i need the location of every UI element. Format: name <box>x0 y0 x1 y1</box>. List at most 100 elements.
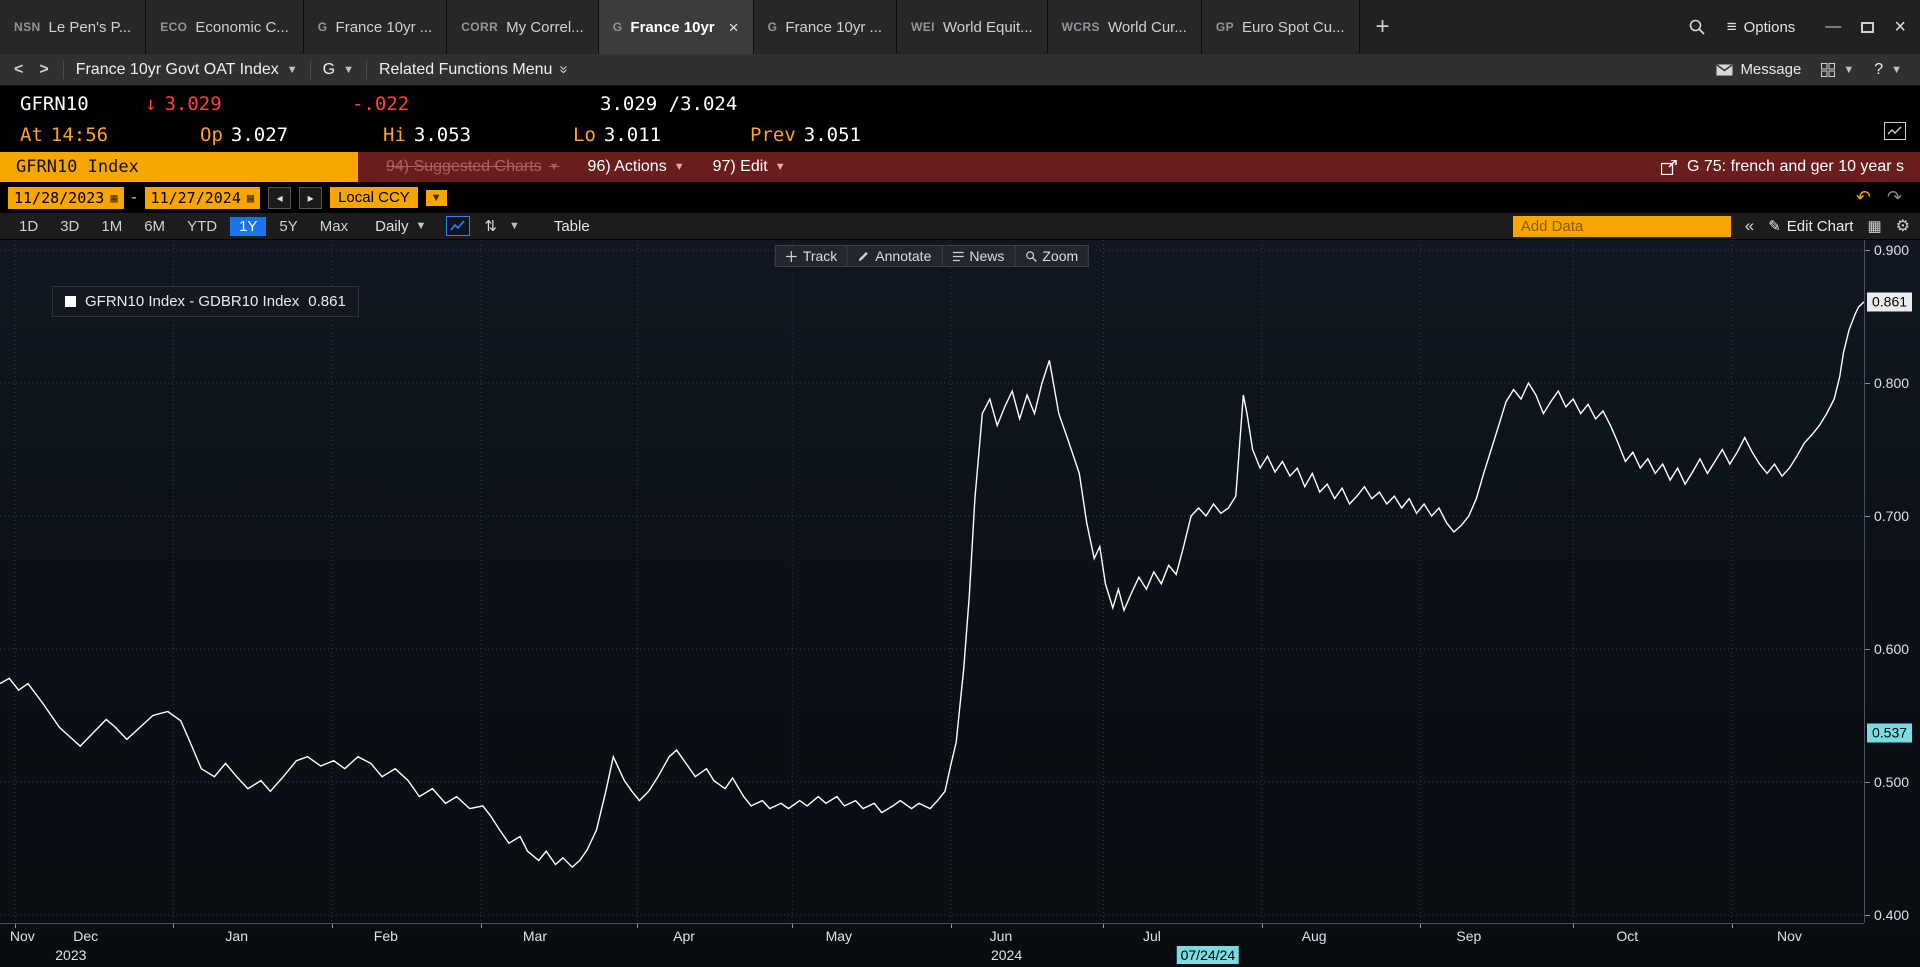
y-axis-tick <box>1865 250 1870 251</box>
net-change: -.022 <box>352 93 410 115</box>
x-axis[interactable]: Nov Dec Jan Feb Mar Apr May Jun Jul Aug Sep Oct Nov 2… <box>0 923 1864 967</box>
tab-france-10yr-1[interactable]: G France 10yr ... <box>303 0 448 54</box>
period-max[interactable]: Max <box>319 217 349 235</box>
calendar-icon[interactable]: ▦ <box>246 190 255 205</box>
tab-le-pens-news[interactable]: NSN Le Pen's P... <box>0 0 147 54</box>
crosshair-date-badge: 07/24/24 <box>1176 946 1240 964</box>
suggested-charts-menu[interactable]: 94) Suggested Charts ▼ <box>386 158 560 176</box>
launch-icon[interactable] <box>1660 159 1678 175</box>
series-label: GFRN10 Index - GDBR10 Index <box>85 293 300 310</box>
tab-france-10yr-2[interactable]: G France 10yr ... <box>753 0 898 54</box>
tab-my-correlations[interactable]: CORR My Correl... <box>447 0 599 54</box>
back-arrow-button[interactable]: < <box>14 60 24 78</box>
shift-range-forward-button[interactable]: ▸ <box>299 186 323 209</box>
maximize-button[interactable] <box>1861 21 1875 33</box>
y-axis-tick <box>1865 383 1870 384</box>
actions-menu[interactable]: 96) Actions ▼ <box>588 158 685 176</box>
quote-montage-icon[interactable] <box>1884 122 1906 144</box>
separator <box>62 60 64 79</box>
tab-economic-calendar[interactable]: ECO Economic C... <box>146 0 304 54</box>
table-button[interactable]: Table <box>553 217 590 235</box>
annotate-button[interactable]: Annotate <box>848 245 943 267</box>
tab-world-equity[interactable]: WEI World Equit... <box>897 0 1048 54</box>
tab-label: My Correl... <box>506 18 584 36</box>
chevron-down-icon: ▼ <box>673 161 685 173</box>
y-axis[interactable]: 0.900 0.800 0.700 0.600 0.500 0.400 0.861 0.537 <box>1864 240 1920 923</box>
annotate-label: Annotate <box>875 248 932 264</box>
axis-settings-icon[interactable]: ⇅ <box>484 218 497 235</box>
frequency-dropdown[interactable]: Daily ▼ <box>375 218 426 235</box>
period-5y[interactable]: 5Y <box>279 217 298 235</box>
new-tab-button[interactable]: + <box>1360 0 1406 54</box>
panel-icon[interactable]: ▦ <box>1867 218 1882 235</box>
end-date-input[interactable]: 11/27/2024 ▦ <box>144 186 261 209</box>
x-axis-tick <box>792 924 794 928</box>
chart-area: GFRN10 Index - GDBR10 Index 0.861 Track … <box>0 240 1920 967</box>
x-axis-tick <box>950 924 952 928</box>
down-arrow-icon: ↓ <box>145 93 157 115</box>
settings-gear-icon[interactable]: ⚙ <box>1895 218 1910 235</box>
security-title: France 10yr Govt OAT Index <box>75 60 279 78</box>
search-icon[interactable] <box>1689 19 1705 35</box>
security-dropdown[interactable]: France 10yr Govt OAT Index ▼ <box>76 61 298 79</box>
prev-group: Prev 3.051 <box>750 124 861 146</box>
y-axis-tick <box>1865 782 1870 783</box>
redo-icon[interactable]: ↷ <box>1886 187 1902 207</box>
chevron-down-icon[interactable]: ▼ <box>508 220 520 232</box>
tab-france-10yr-active[interactable]: G France 10yr × <box>598 0 754 54</box>
grid-icon <box>1821 62 1836 77</box>
help-dropdown[interactable]: ? ▼ <box>1874 61 1902 79</box>
zoom-button[interactable]: Zoom <box>1015 245 1090 267</box>
ticker: GFRN10 <box>20 93 89 115</box>
panels-dropdown[interactable]: ▼ <box>1821 62 1854 77</box>
tab-world-currencies[interactable]: WCRS World Cur... <box>1047 0 1202 54</box>
period-6m[interactable]: 6M <box>144 217 166 235</box>
minimize-button[interactable]: — <box>1825 18 1842 35</box>
shift-range-back-button[interactable]: ◂ <box>268 186 292 209</box>
security-tag[interactable]: GFRN10 Index <box>0 152 358 182</box>
low-label: Lo <box>573 124 596 146</box>
options-menu[interactable]: ≡ Options <box>1727 17 1796 37</box>
currency-selector[interactable]: Local CCY <box>330 187 418 208</box>
y-axis-tick-label: 0.400 <box>1874 907 1910 923</box>
close-window-button[interactable]: × <box>1894 16 1906 38</box>
message-button[interactable]: Message <box>1716 61 1801 78</box>
x-axis-month-label: Feb <box>373 928 398 944</box>
zoom-label: Zoom <box>1042 248 1079 264</box>
tab-euro-spot[interactable]: GP Euro Spot Cu... <box>1201 0 1360 54</box>
period-1m[interactable]: 1M <box>101 217 123 235</box>
collapse-panel-icon[interactable]: « <box>1744 216 1755 235</box>
plot-area[interactable]: GFRN10 Index - GDBR10 Index 0.861 Track … <box>0 240 1864 923</box>
x-axis-tick <box>1731 924 1733 928</box>
currency-dropdown-button[interactable]: ▼ <box>425 189 447 206</box>
period-1d[interactable]: 1D <box>19 217 39 235</box>
undo-icon[interactable]: ↶ <box>1855 187 1871 207</box>
edit-menu[interactable]: 97) Edit ▼ <box>713 158 786 176</box>
function-dropdown[interactable]: G ▼ <box>323 61 354 79</box>
tab-close-icon[interactable]: × <box>728 17 739 37</box>
tab-label: France 10yr ... <box>785 18 883 36</box>
chart-title: G 75: french and ger 10 year s <box>1686 158 1904 175</box>
x-axis-tick <box>14 924 16 928</box>
low-group: Lo 3.011 <box>573 124 661 146</box>
period-1y-active[interactable]: 1Y <box>230 216 267 236</box>
start-date-input[interactable]: 11/28/2023 ▦ <box>8 186 124 209</box>
chart-legend[interactable]: GFRN10 Index - GDBR10 Index 0.861 <box>52 286 359 317</box>
add-data-input[interactable] <box>1512 215 1731 237</box>
x-axis-tick <box>1103 924 1105 928</box>
track-button[interactable]: Track <box>774 245 849 267</box>
x-axis-month-label: Sep <box>1456 928 1482 944</box>
function-code: G <box>322 60 336 78</box>
related-functions-menu[interactable]: Related Functions Menu » <box>379 61 573 79</box>
period-3d[interactable]: 3D <box>60 217 80 235</box>
news-button[interactable]: News <box>942 245 1016 267</box>
line-chart-type-button[interactable] <box>446 216 471 236</box>
forward-arrow-button[interactable]: > <box>39 60 49 78</box>
x-axis-tick <box>1420 924 1422 928</box>
calendar-icon[interactable]: ▦ <box>110 190 118 205</box>
envelope-icon <box>1716 63 1733 75</box>
high-label: Hi <box>383 124 406 146</box>
edit-chart-button[interactable]: ✎ Edit Chart <box>1768 217 1853 236</box>
period-ytd[interactable]: YTD <box>187 217 218 235</box>
quote-time: 14:56 <box>50 124 109 146</box>
